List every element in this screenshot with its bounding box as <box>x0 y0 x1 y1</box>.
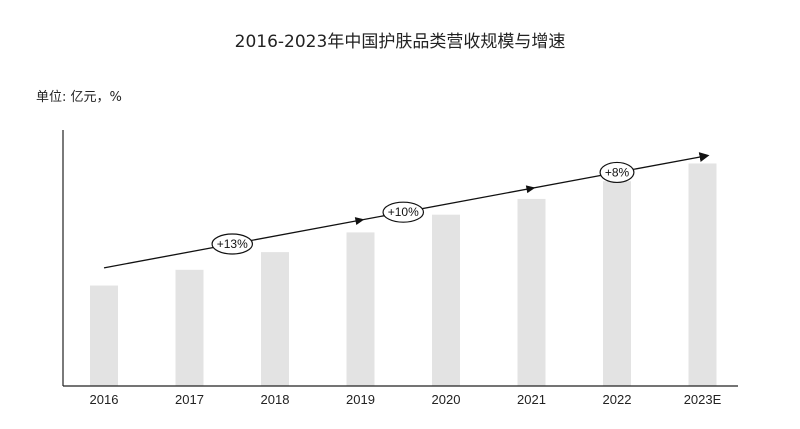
growth-annotation-ellipse <box>211 233 254 255</box>
x-tick-label-2017: 2017 <box>175 392 204 407</box>
x-tick-label-2023E: 2023E <box>684 392 722 407</box>
growth-annotation-ellipse <box>599 161 635 184</box>
bar-2022 <box>603 181 631 386</box>
growth-annotation-label: +10% <box>388 205 419 219</box>
mid-arrows-layer <box>354 185 536 225</box>
x-tick-label-2016: 2016 <box>90 392 119 407</box>
trend-mid-arrowhead-1 <box>354 217 365 225</box>
x-tick-label-2018: 2018 <box>261 392 290 407</box>
bar-2019 <box>346 232 375 386</box>
annotations-layer: +13% +10% +8% <box>211 161 635 255</box>
growth-annotation: +13% <box>211 233 254 255</box>
trend-mid-arrowhead-2 <box>525 185 536 194</box>
x-tick-label-2019: 2019 <box>346 392 375 407</box>
bars-layer <box>90 163 717 386</box>
bar-2018 <box>261 252 289 386</box>
chart-title: 2016-2023年中国护肤品类营收规模与增速 <box>235 32 566 52</box>
growth-annotation: +10% <box>382 201 425 223</box>
growth-annotation: +8% <box>599 161 635 184</box>
unit-label: 单位: 亿元，% <box>36 90 122 105</box>
x-labels-layer: 2016 2017 2018 2019 2020 2021 2022 2023E <box>90 392 722 407</box>
bar-2021 <box>517 198 546 386</box>
bar-2016 <box>90 285 118 386</box>
growth-annotation-label: +13% <box>217 237 248 251</box>
bar-2017 <box>175 269 204 386</box>
x-tick-label-2021: 2021 <box>517 392 546 407</box>
x-tick-label-2022: 2022 <box>603 392 632 407</box>
x-tick-label-2020: 2020 <box>432 392 461 407</box>
growth-annotation-label: +8% <box>605 165 630 179</box>
bar-2023E <box>688 163 717 386</box>
bar-2020 <box>432 214 460 386</box>
growth-annotation-ellipse <box>382 201 425 223</box>
